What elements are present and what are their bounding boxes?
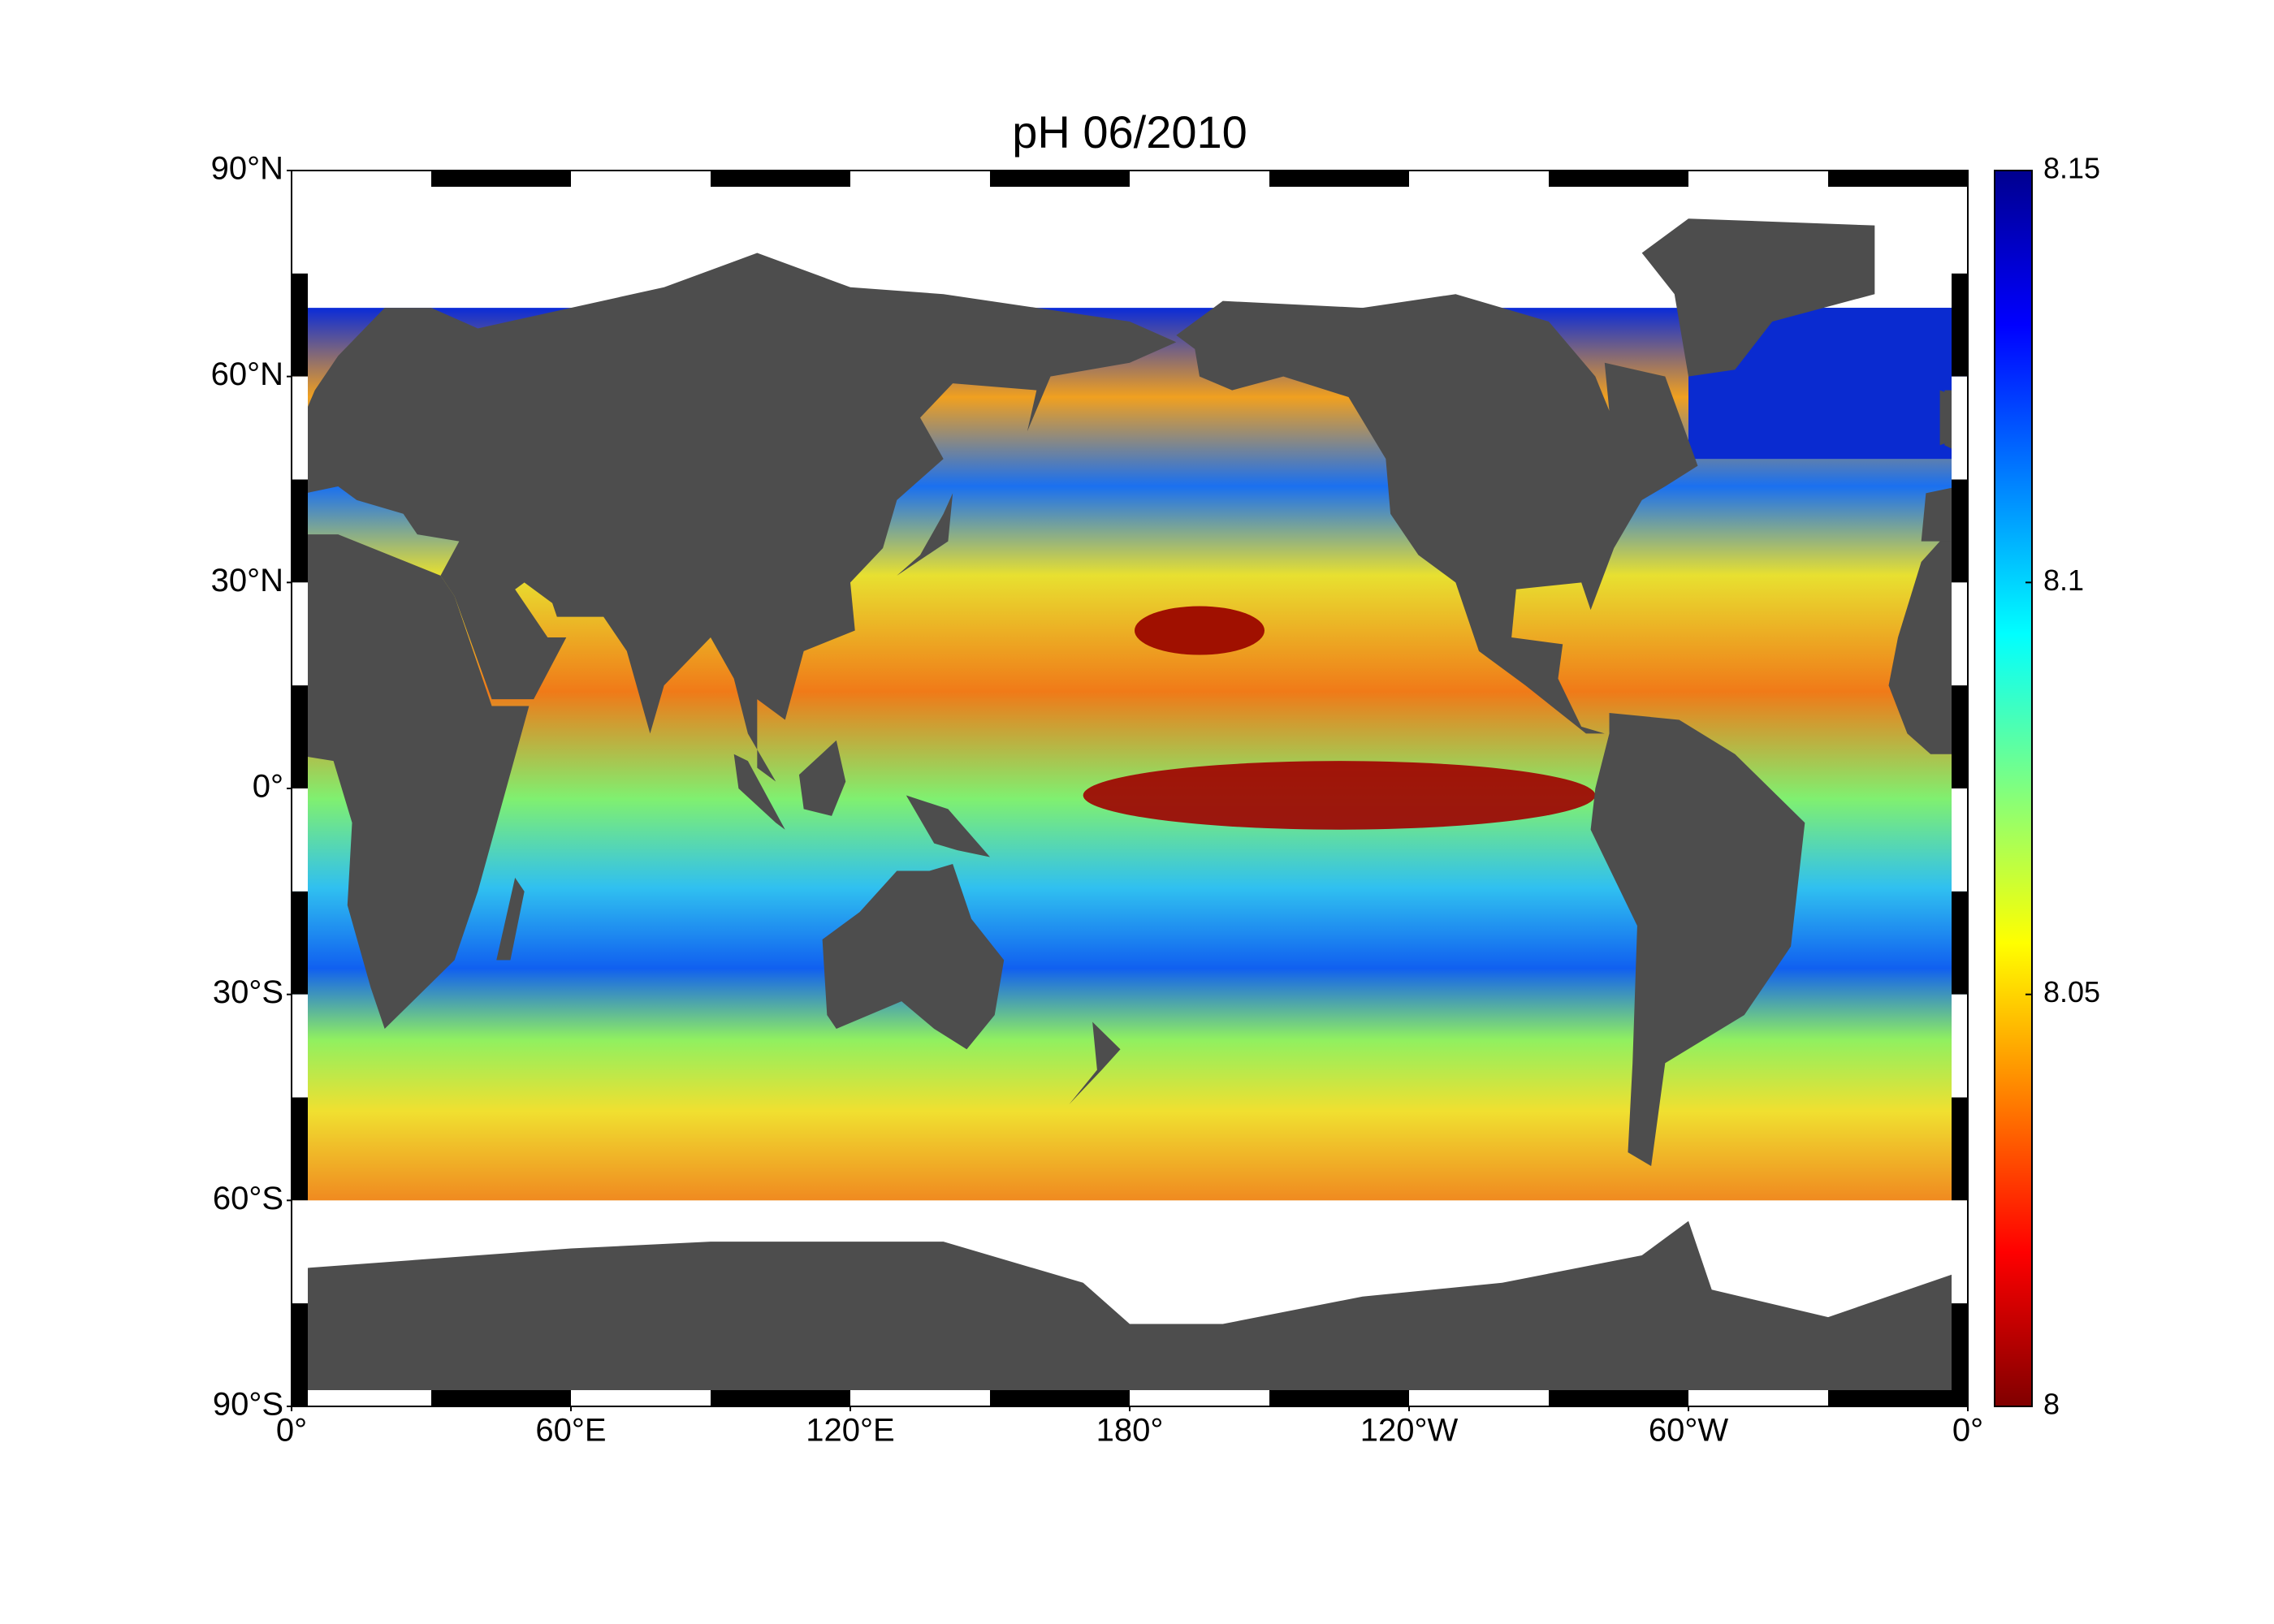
frame-segment	[1828, 1390, 1968, 1406]
frame-segment	[1269, 171, 1409, 187]
frame-segment	[292, 1390, 431, 1406]
lon-label: 60°E	[535, 1413, 606, 1449]
land	[1176, 294, 1698, 734]
lat-label: 60°S	[213, 1181, 283, 1216]
frame-segment	[292, 788, 308, 892]
frame-segment	[571, 1390, 711, 1406]
lat-label: 90°N	[211, 151, 283, 187]
frame-segment	[1952, 685, 1968, 788]
land	[897, 493, 953, 576]
colorbar-tick-label: 8.15	[2043, 152, 2100, 185]
frame-segment	[1952, 273, 1968, 377]
frame-segment	[1952, 891, 1968, 995]
lat-label: 30°N	[211, 563, 283, 598]
frame-segment	[1952, 171, 1968, 274]
land	[1888, 534, 1968, 754]
frame-segment	[1952, 1303, 1968, 1406]
lon-label: 120°E	[806, 1413, 894, 1449]
colorbar-tick-label: 8.05	[2043, 975, 2100, 1009]
map-area: 90°N60°N30°N0°30°S60°S90°S0° 60°E 120°E 180…	[211, 151, 1984, 1449]
frame-segment	[850, 1390, 990, 1406]
frame-segment	[711, 171, 850, 187]
frame-segment	[1952, 582, 1968, 686]
frame-segment	[292, 1303, 308, 1406]
land	[292, 1220, 1968, 1406]
frame-segment	[292, 685, 308, 788]
frame-segment	[292, 582, 308, 686]
frame-segment	[292, 376, 308, 480]
lon-label: 0°	[1952, 1413, 1983, 1449]
land	[292, 534, 530, 1029]
frame-segment	[1549, 1390, 1688, 1406]
lon-label: 180°	[1096, 1413, 1164, 1449]
colorbar-tick-label: 8	[2043, 1388, 2060, 1421]
frame-segment	[1952, 1200, 1968, 1304]
colorbar-scale	[1994, 170, 2033, 1407]
frame-segment	[292, 479, 308, 583]
frame-segment	[850, 171, 990, 187]
land	[733, 754, 785, 830]
frame-segment	[1952, 788, 1968, 892]
land	[1590, 712, 1805, 1167]
frame-segment	[1409, 1390, 1549, 1406]
lat-label: 0°	[253, 769, 283, 805]
frame-segment	[1130, 171, 1269, 187]
frame-segment	[292, 1097, 308, 1201]
frame-segment	[1130, 1390, 1269, 1406]
frame-segment	[292, 171, 308, 274]
frame-segment	[292, 994, 308, 1098]
map-title: pH 06/2010	[1012, 106, 1247, 158]
frame-segment	[1549, 171, 1688, 187]
frame-segment	[431, 1390, 571, 1406]
lat-label: 60°N	[211, 356, 283, 392]
land	[1069, 1021, 1121, 1104]
frame-segment	[1952, 1097, 1968, 1201]
frame-segment	[571, 171, 711, 187]
land	[798, 740, 846, 816]
lon-label: 120°W	[1360, 1413, 1459, 1449]
frame-segment	[1952, 479, 1968, 583]
frame-segment	[1269, 1390, 1409, 1406]
frame-segment	[1409, 171, 1549, 187]
lon-label: 60°W	[1649, 1413, 1728, 1449]
land	[292, 253, 1177, 782]
frame-segment	[1952, 376, 1968, 480]
frame-segment	[1688, 1390, 1828, 1406]
frame-segment	[292, 891, 308, 995]
land	[906, 795, 990, 857]
land	[496, 877, 525, 961]
frame-segment	[1688, 171, 1828, 187]
ph-equatorial-low	[1083, 761, 1596, 830]
frame-segment	[1828, 171, 1968, 187]
lon-label: 0°	[276, 1413, 307, 1449]
frame-segment	[990, 171, 1130, 187]
colorbar-tick-label: 8.1	[2043, 564, 2084, 597]
land	[822, 864, 1005, 1050]
colorbar: 8 8.05 8.1 8.15	[1994, 152, 2100, 1421]
frame-segment	[292, 1200, 308, 1304]
frame-segment	[711, 1390, 850, 1406]
frame-segment	[292, 171, 431, 187]
ph-npacific-low	[1135, 606, 1265, 655]
frame-segment	[1952, 994, 1968, 1098]
land	[1641, 218, 1875, 377]
lat-label: 30°S	[213, 974, 283, 1010]
frame-segment	[431, 171, 571, 187]
frame-segment	[292, 273, 308, 377]
lat-label: 90°S	[213, 1387, 283, 1423]
frame-segment	[990, 1390, 1130, 1406]
